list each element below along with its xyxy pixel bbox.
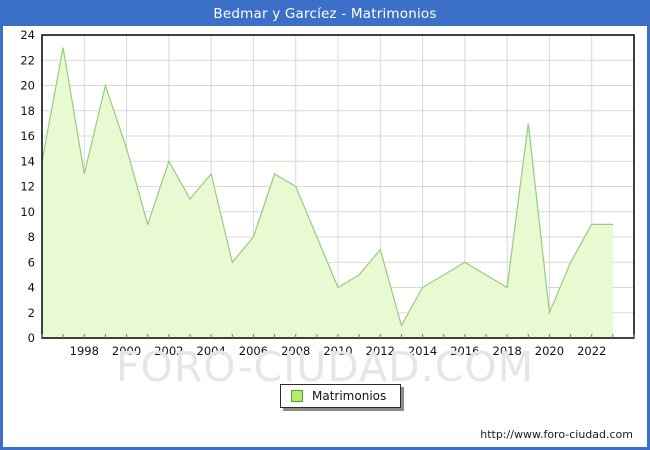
area-fill: [42, 47, 613, 338]
svg-text:2000: 2000: [112, 344, 141, 358]
svg-text:2010: 2010: [323, 344, 352, 358]
svg-text:1998: 1998: [70, 344, 99, 358]
svg-text:2: 2: [28, 306, 35, 320]
svg-text:8: 8: [28, 230, 35, 244]
svg-text:2022: 2022: [577, 344, 606, 358]
legend: Matrimonios: [280, 384, 402, 408]
svg-text:6: 6: [28, 255, 35, 269]
svg-text:24: 24: [20, 28, 35, 42]
svg-text:20: 20: [20, 79, 35, 93]
watermark-text: FORO-CIUDAD.COM: [115, 343, 535, 391]
svg-text:2016: 2016: [450, 344, 479, 358]
svg-text:0: 0: [28, 331, 35, 345]
x-axis-ticks: [41, 334, 635, 338]
svg-text:22: 22: [20, 53, 35, 67]
data-line: [41, 47, 613, 327]
svg-text:2014: 2014: [408, 344, 437, 358]
svg-text:14: 14: [20, 154, 35, 168]
x-axis-labels: 1998 2000 2002 2004 2006 2008 2010 2012 2014 2016…: [70, 344, 607, 358]
chart-title: Bedmar y Garcíez - Matrimonios: [3, 3, 647, 26]
svg-text:2008: 2008: [281, 344, 310, 358]
legend-label: Matrimonios: [312, 389, 387, 403]
legend-swatch-icon: [291, 390, 303, 402]
svg-text:2006: 2006: [239, 344, 268, 358]
svg-text:2004: 2004: [197, 344, 226, 358]
svg-text:18: 18: [20, 104, 35, 118]
footer-link[interactable]: http://www.foro-ciudad.com: [480, 428, 633, 441]
svg-text:2002: 2002: [154, 344, 183, 358]
svg-text:4: 4: [28, 281, 35, 295]
svg-text:2012: 2012: [366, 344, 395, 358]
svg-text:2018: 2018: [493, 344, 522, 358]
svg-text:16: 16: [20, 129, 35, 143]
svg-text:10: 10: [20, 205, 35, 219]
svg-text:12: 12: [20, 180, 35, 194]
svg-text:2020: 2020: [535, 344, 564, 358]
